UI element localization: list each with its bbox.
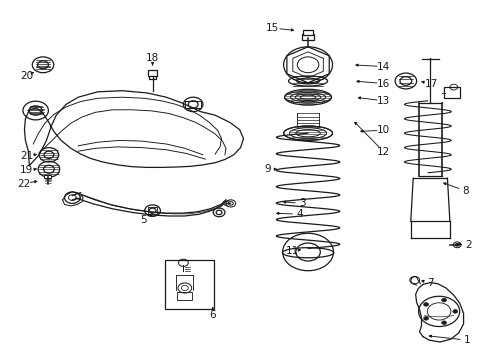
FancyBboxPatch shape xyxy=(44,175,51,178)
Text: 11: 11 xyxy=(285,246,299,256)
Text: 12: 12 xyxy=(376,147,390,157)
Circle shape xyxy=(441,298,446,302)
FancyBboxPatch shape xyxy=(149,75,156,79)
FancyBboxPatch shape xyxy=(148,70,157,76)
Text: 10: 10 xyxy=(377,125,389,135)
Text: 16: 16 xyxy=(376,78,390,89)
Text: 18: 18 xyxy=(145,53,159,63)
FancyBboxPatch shape xyxy=(302,30,313,35)
Circle shape xyxy=(454,243,458,246)
FancyBboxPatch shape xyxy=(301,34,314,40)
Text: 15: 15 xyxy=(265,23,279,33)
Text: 19: 19 xyxy=(20,165,34,175)
Circle shape xyxy=(452,310,457,313)
FancyBboxPatch shape xyxy=(443,87,459,98)
Text: 7: 7 xyxy=(426,278,433,288)
Text: 17: 17 xyxy=(424,78,437,89)
Text: 6: 6 xyxy=(209,310,216,320)
Circle shape xyxy=(441,321,446,324)
Text: 5: 5 xyxy=(140,215,146,225)
Circle shape xyxy=(423,303,427,306)
Text: 8: 8 xyxy=(461,186,468,196)
Text: 13: 13 xyxy=(376,96,390,106)
Circle shape xyxy=(423,316,427,320)
Text: 22: 22 xyxy=(17,179,30,189)
Text: 1: 1 xyxy=(463,335,469,345)
Text: 2: 2 xyxy=(464,240,471,250)
Text: 9: 9 xyxy=(264,164,271,174)
Text: 4: 4 xyxy=(295,209,302,219)
FancyBboxPatch shape xyxy=(164,260,214,309)
Text: 14: 14 xyxy=(376,62,390,72)
Text: 20: 20 xyxy=(20,71,33,81)
Text: 3: 3 xyxy=(298,198,305,208)
Text: 21: 21 xyxy=(20,150,34,161)
